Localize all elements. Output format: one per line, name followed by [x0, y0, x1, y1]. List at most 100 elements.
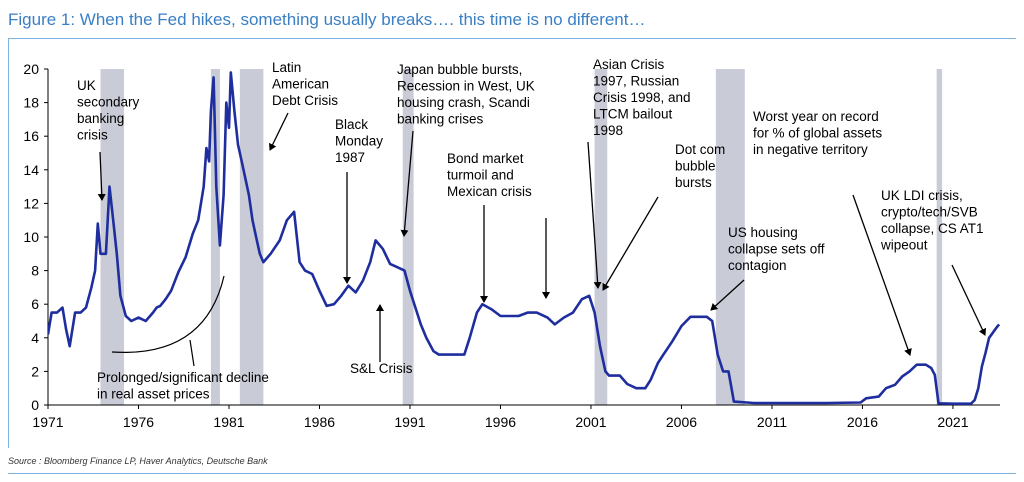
annotation-5: Asian Crisis 1997, Russian Crisis 1998, an…	[593, 57, 691, 138]
x-tick-label: 1981	[213, 414, 244, 430]
annotation-line: Black	[335, 117, 368, 132]
annotation-line: bursts	[675, 175, 712, 190]
recession-bands	[100, 69, 943, 405]
x-tick-label: 1991	[394, 414, 425, 430]
chart-annotations: UK secondary banking crisis Latin American Deb…	[77, 57, 987, 402]
annotation-6: Dot com bubble bursts	[675, 142, 725, 190]
annotation-line: for % of global assets	[753, 126, 882, 141]
annotation-line: housing crash, Scandi	[397, 95, 530, 110]
annotation-line: Latin	[272, 60, 301, 75]
annotation-line: Debt Crisis	[272, 93, 338, 108]
annotation-arrow	[852, 194, 912, 356]
recession-band-6	[936, 69, 943, 405]
annotation-line: Bond market	[447, 151, 524, 166]
annotation-line: contagion	[728, 258, 787, 273]
x-tick-label: 1976	[123, 414, 154, 430]
annotation-arrow	[400, 130, 414, 237]
y-tick-label: 6	[31, 296, 39, 312]
y-tick-label: 2	[31, 363, 39, 379]
annotation-10: S&L Crisis	[350, 361, 413, 376]
annotation-line: crypto/tech/SVB	[881, 205, 978, 220]
annotation-line: in real asset prices	[97, 387, 210, 402]
y-tick-label: 18	[23, 95, 39, 111]
annotation-line: Crisis 1998, and	[593, 90, 691, 105]
source-note: Source : Bloomberg Finance LP, Haver Ana…	[8, 456, 268, 466]
annotation-line: US housing	[728, 225, 798, 240]
chart-axes: 0 2 4 6 8 10 12 14 16 18 20 1971 1976 1981 1986 1991 199…	[23, 61, 1000, 430]
y-tick-label: 14	[23, 162, 39, 178]
frame-left-border	[8, 38, 9, 448]
recession-band-4	[594, 69, 608, 405]
annotation-arrow	[602, 196, 659, 291]
x-tick-label: 1986	[304, 414, 335, 430]
annotation-line: turmoil and	[447, 168, 514, 183]
recession-band-2	[239, 69, 264, 405]
recession-band-0	[100, 69, 125, 405]
annotation-line: Monday	[335, 134, 383, 149]
annotation-1: Latin American Debt Crisis	[272, 60, 338, 108]
x-tick-label: 2011	[757, 414, 787, 430]
annotation-line: 1997, Russian	[593, 74, 679, 89]
x-tick-label: 2006	[666, 414, 697, 430]
annotation-line: Recession in West, UK	[397, 79, 535, 94]
annotation-line: Worst year on record	[753, 109, 879, 124]
annotation-line: Asian Crisis	[593, 57, 665, 72]
x-tick-label: 2001	[575, 414, 606, 430]
annotation-line: secondary	[77, 95, 140, 110]
annotation-line: American	[272, 77, 329, 92]
annotation-line: Dot com	[675, 142, 725, 157]
annotation-line: in negative territory	[753, 142, 868, 157]
annotation-line: 1998	[593, 123, 623, 138]
x-tick-label: 2016	[847, 414, 878, 430]
annotation-4: Bond market turmoil and Mexican crisis	[447, 151, 532, 199]
annotation-line: bubble	[675, 159, 716, 174]
y-tick-label: 8	[31, 263, 39, 279]
y-tick-label: 0	[31, 397, 39, 413]
annotation-arrow	[710, 279, 745, 311]
x-tick-label: 1971	[32, 414, 63, 430]
recession-band-5	[715, 69, 745, 405]
annotation-arrow	[97, 151, 106, 201]
x-tick-label: 1996	[485, 414, 516, 430]
recession-band-3	[402, 69, 414, 405]
decline-bracket-curve	[111, 275, 225, 354]
annotation-line: LTCM bailout	[593, 107, 673, 122]
annotation-arrow	[587, 141, 602, 289]
annotation-line: collapse, CS AT1	[881, 221, 984, 236]
title-divider	[8, 38, 1016, 39]
chart-series	[48, 71, 1000, 406]
annotation-8: US housing collapse sets off contagion	[728, 225, 825, 273]
annotation-line: UK LDI crisis,	[881, 188, 963, 203]
footer-divider	[8, 473, 1016, 474]
annotation-7: Worst year on record for % of global asse…	[753, 109, 882, 157]
annotation-line: Mexican crisis	[447, 184, 532, 199]
recession-band-1	[210, 69, 220, 405]
annotation-arrow	[269, 112, 289, 151]
annotation-arrow	[951, 264, 987, 336]
annotation-line: collapse sets off	[728, 242, 825, 257]
annotation-9: UK LDI crisis, crypto/tech/SVB collapse, C…	[880, 188, 984, 253]
x-tick-label: 2021	[937, 414, 968, 430]
annotation-line: banking	[77, 111, 124, 126]
annotation-line: banking crises	[397, 112, 484, 127]
annotation-0: UK secondary banking crisis	[77, 78, 140, 143]
annotation-line: 1987	[335, 150, 365, 165]
annotation-2: Black Monday 1987	[335, 117, 383, 165]
figure-title: Figure 1: When the Fed hikes, something …	[8, 10, 646, 29]
y-tick-label: 10	[23, 229, 39, 245]
annotation-line: Japan bubble bursts,	[397, 62, 522, 77]
annotation-line: S&L Crisis	[350, 361, 413, 376]
annotation-11: Prolonged/significant decline in real ass…	[97, 370, 269, 402]
annotation-line: Prolonged/significant decline	[97, 370, 269, 385]
y-tick-label: 4	[31, 330, 39, 346]
annotation-line: crisis	[77, 128, 108, 143]
y-tick-label: 20	[23, 61, 39, 77]
decline-bracket-pointer	[189, 339, 195, 367]
annotation-line: UK	[77, 78, 96, 93]
annotation-line: wipeout	[880, 238, 928, 253]
y-tick-label: 16	[23, 128, 39, 144]
series-line-0	[48, 71, 1000, 406]
y-tick-label: 12	[23, 195, 39, 211]
annotation-3: Japan bubble bursts, Recession in West, U…	[397, 62, 535, 127]
